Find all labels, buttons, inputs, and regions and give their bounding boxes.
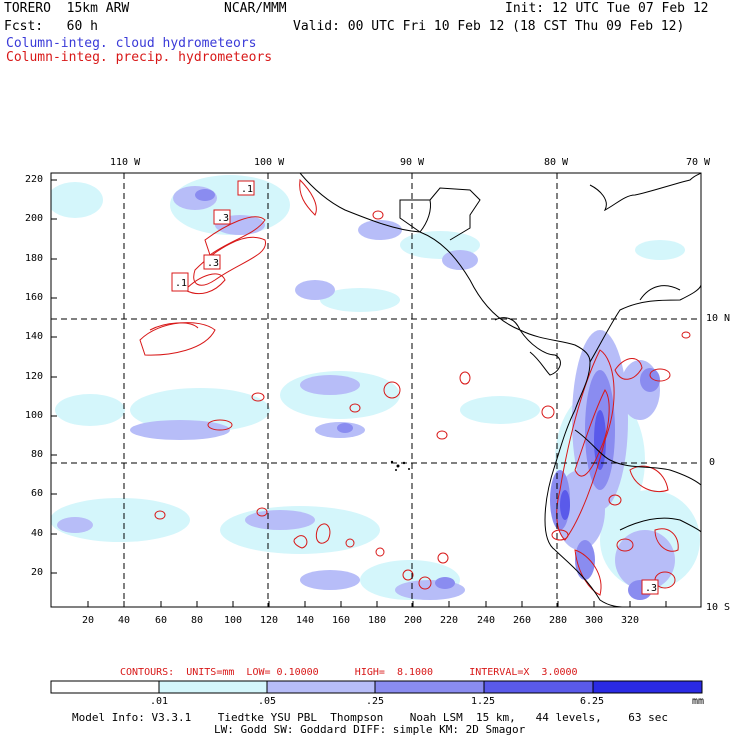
grid-x-tick: 60 [155,615,168,626]
grid-x-tick: 120 [260,615,279,626]
colorbar-label: 6.25 [580,696,605,707]
lon-label: 110 W [110,157,141,168]
lat-label: 10 N [706,313,731,324]
grid-x-tick: 240 [477,615,496,626]
grid-y-tick: 20 [31,567,44,578]
grid-x-tick: 320 [621,615,640,626]
grid-y-tick: 100 [25,410,44,421]
grid-y-tick: 200 [25,213,44,224]
grid-x-tick: 300 [585,615,604,626]
lat-label: 10 S [706,602,731,613]
contour-label: .3 [645,583,657,594]
grid-x-tick: 200 [404,615,423,626]
axis-ticks [51,179,667,607]
colorbar-unit: mm [692,696,705,707]
contour-label: .3 [217,213,229,224]
latlon-grid [51,173,701,607]
contour-label-texts: .1 .3 .3 .1 .3 [175,184,657,594]
grid-y-tick: 60 [31,488,44,499]
grid-x-tick: 180 [368,615,387,626]
lon-label: 70 W [686,157,711,168]
grid-x-tick: 20 [82,615,95,626]
precip-contours [139,178,691,596]
map-frame [50,172,702,608]
forecast-hour: Fcst: 60 h [4,19,98,34]
colorbar-label: .05 [258,696,277,707]
lon-label: 80 W [544,157,569,168]
contour-label: .1 [175,278,187,289]
grid-x-tick: 80 [191,615,204,626]
grid-x-tick: 260 [513,615,532,626]
grid-x-tick: 280 [549,615,568,626]
galapagos-islands [390,460,410,471]
grid-y-tick: 80 [31,449,44,460]
grid-y-tick: 140 [25,331,44,342]
contour-label-boxes [171,180,659,595]
grid-x-tick: 160 [332,615,351,626]
valid-time: Valid: 00 UTC Fri 10 Feb 12 (18 CST Thu … [293,19,685,34]
org-name: NCAR/MMM [224,1,287,16]
grid-x-tick: 100 [224,615,243,626]
model-name: TORERO 15km ARW [4,1,130,16]
model-info-line2: LW: Godd SW: Goddard DIFF: simple KM: 2D… [214,723,526,736]
lon-label: 90 W [400,157,425,168]
grid-y-tick: 120 [25,371,44,382]
field-precip-label: Column-integ. precip. hydrometeors [6,50,273,65]
lon-label: 100 W [254,157,285,168]
grid-y-tick: 40 [31,528,44,539]
grid-y-tick: 160 [25,292,44,303]
init-time: Init: 12 UTC Tue 07 Feb 12 [505,1,709,16]
grid-y-tick: 180 [25,253,44,264]
contour-info: CONTOURS: UNITS=mm LOW= 0.10000 HIGH= 8.… [120,667,578,678]
colorbar-label: 1.25 [471,696,496,707]
grid-x-tick: 140 [296,615,315,626]
lat-label: 0 [709,457,716,468]
map-field: .1 .3 .3 .1 .3 [51,173,701,607]
contour-label: .1 [241,184,253,195]
grid-y-tick: 220 [25,174,44,185]
grid-x-tick: 40 [118,615,131,626]
colorbar-label: .25 [366,696,385,707]
model-info-line1: Model Info: V3.3.1 Tiedtke YSU PBL Thomp… [72,711,669,724]
grid-x-tick: 220 [440,615,459,626]
colorbar-label: .01 [150,696,169,707]
field-cloud-label: Column-integ. cloud hydrometeors [6,36,257,51]
contour-label: .3 [207,258,219,269]
